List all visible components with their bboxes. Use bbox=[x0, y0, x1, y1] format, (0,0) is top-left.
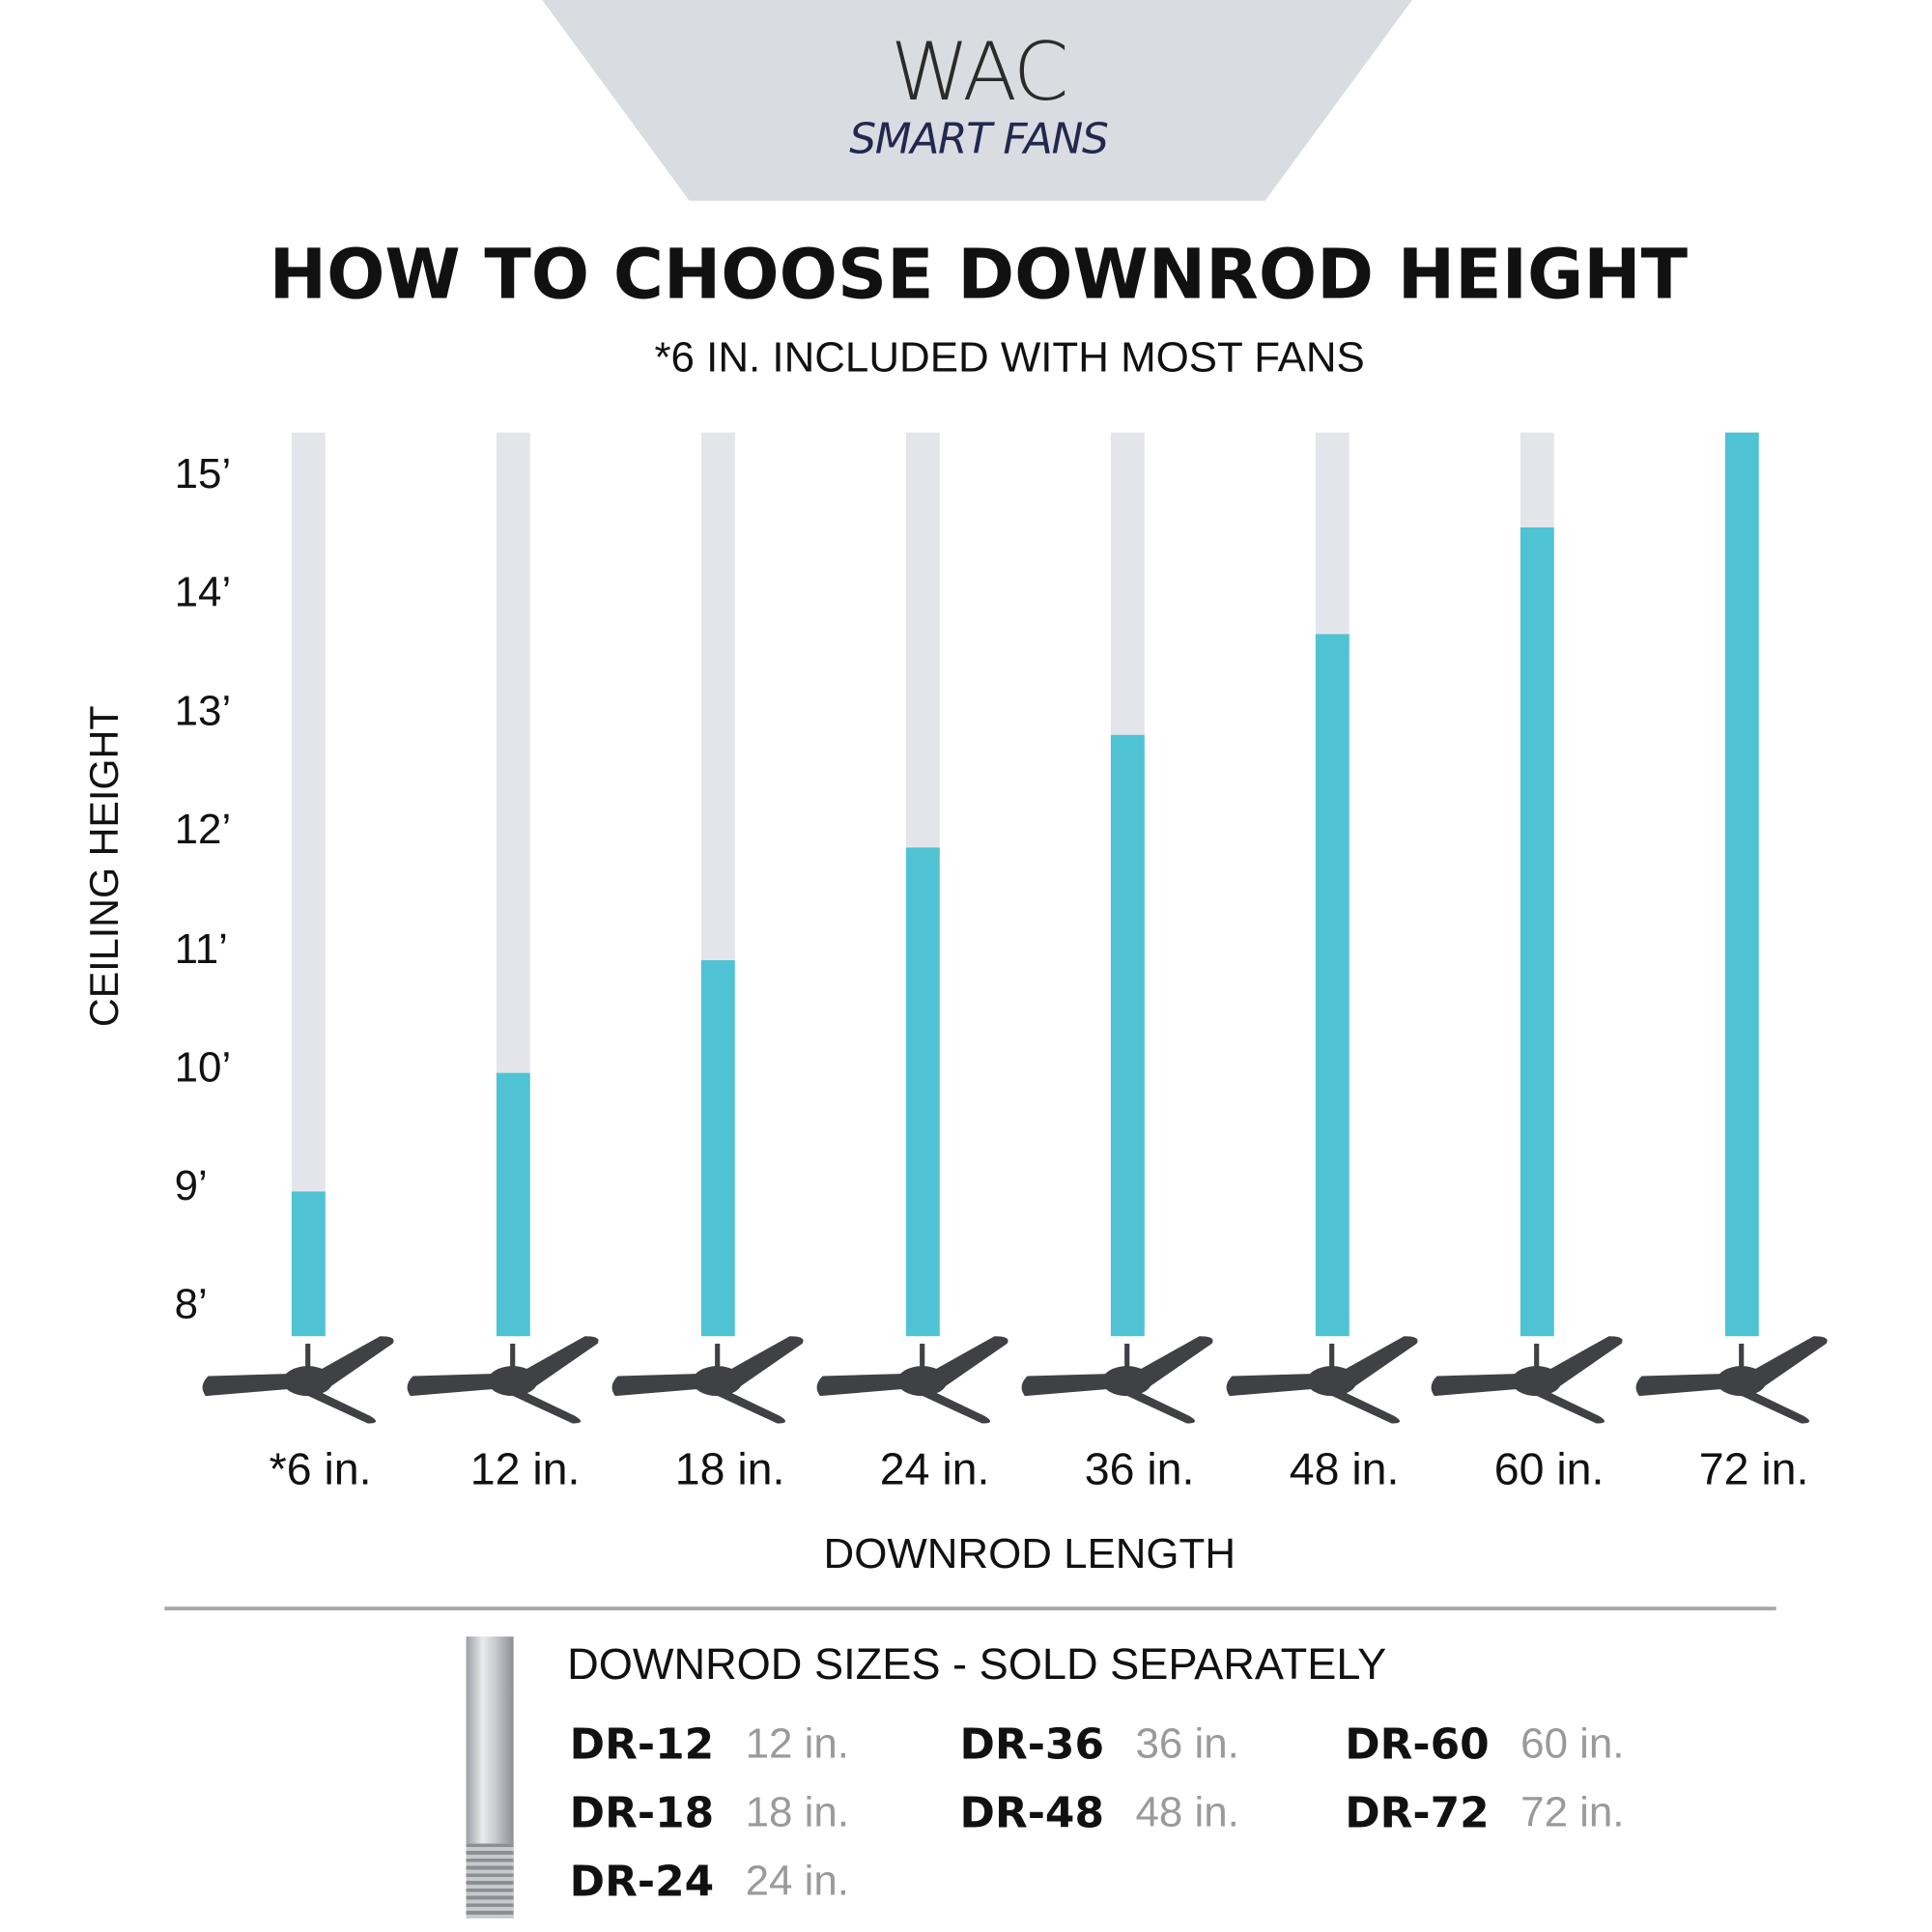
downrod-thread bbox=[466, 1843, 514, 1918]
downrod-code: DR-12 bbox=[569, 1719, 715, 1771]
x-tick-label: 24 in. bbox=[879, 1443, 990, 1495]
downrod-length: 18 in. bbox=[745, 1788, 849, 1836]
logo-subbrand: SMART FANS bbox=[849, 114, 1109, 165]
bar bbox=[700, 960, 735, 1337]
bar bbox=[1110, 734, 1145, 1337]
page-title: HOW TO CHOOSE DOWNROD HEIGHT bbox=[269, 234, 1689, 315]
downrod-code: DR-36 bbox=[959, 1719, 1105, 1771]
bar bbox=[905, 847, 940, 1337]
x-tick-label: *6 in. bbox=[269, 1443, 372, 1495]
bar bbox=[496, 1072, 530, 1337]
downrod-code: DR-48 bbox=[959, 1788, 1105, 1839]
fan-icon bbox=[611, 1336, 804, 1424]
x-tick-label: 72 in. bbox=[1698, 1443, 1809, 1495]
fan-icon bbox=[816, 1336, 1009, 1424]
bar bbox=[291, 1191, 326, 1337]
x-tick-label: 60 in. bbox=[1493, 1443, 1605, 1495]
bar bbox=[1315, 634, 1350, 1337]
y-tick-label: 9’ bbox=[174, 1162, 208, 1210]
y-tick-label: 14’ bbox=[174, 569, 232, 617]
sizes-title: DOWNROD SIZES - SOLD SEPARATELY bbox=[567, 1640, 1387, 1690]
downrod-length: 36 in. bbox=[1135, 1719, 1239, 1768]
y-tick-label: 10’ bbox=[174, 1043, 232, 1092]
y-tick-label: 11’ bbox=[174, 924, 228, 973]
x-tick-label: 36 in. bbox=[1084, 1443, 1195, 1495]
downrod-length: 72 in. bbox=[1520, 1788, 1625, 1836]
logo-banner bbox=[542, 0, 1412, 201]
bar bbox=[1724, 432, 1759, 1337]
downrod-length: 12 in. bbox=[745, 1719, 849, 1768]
downrod-code: DR-24 bbox=[569, 1857, 715, 1908]
y-tick-label: 8’ bbox=[174, 1280, 208, 1328]
x-tick-label: 18 in. bbox=[674, 1443, 785, 1495]
fan-icon bbox=[1226, 1336, 1418, 1424]
y-tick-label: 12’ bbox=[174, 806, 232, 854]
divider bbox=[164, 1606, 1776, 1611]
downrod-image bbox=[466, 1636, 514, 1918]
fan-icon bbox=[1021, 1336, 1213, 1424]
downrod-code: DR-18 bbox=[569, 1788, 715, 1839]
bar bbox=[1520, 526, 1554, 1337]
x-tick-label: 48 in. bbox=[1289, 1443, 1400, 1495]
downrod-code: DR-60 bbox=[1345, 1719, 1490, 1771]
y-tick-label: 15’ bbox=[174, 450, 232, 498]
fan-icon bbox=[1635, 1336, 1828, 1424]
fan-icon bbox=[1431, 1336, 1623, 1424]
bar-track bbox=[291, 432, 326, 1337]
downrod-length: 60 in. bbox=[1520, 1719, 1625, 1768]
page-subtitle: *6 IN. INCLUDED WITH MOST FANS bbox=[654, 333, 1365, 382]
logo-brand: WAC bbox=[890, 27, 1069, 120]
bar-chart bbox=[202, 432, 1828, 1424]
fan-icon bbox=[202, 1336, 394, 1424]
fan-icon bbox=[407, 1336, 599, 1424]
x-tick-label: 12 in. bbox=[469, 1443, 581, 1495]
downrod-length: 48 in. bbox=[1135, 1788, 1239, 1836]
downrod-code: DR-72 bbox=[1345, 1788, 1490, 1839]
x-axis-label: DOWNROD LENGTH bbox=[823, 1530, 1236, 1578]
downrod-length: 24 in. bbox=[745, 1857, 849, 1905]
y-tick-label: 13’ bbox=[174, 688, 232, 736]
